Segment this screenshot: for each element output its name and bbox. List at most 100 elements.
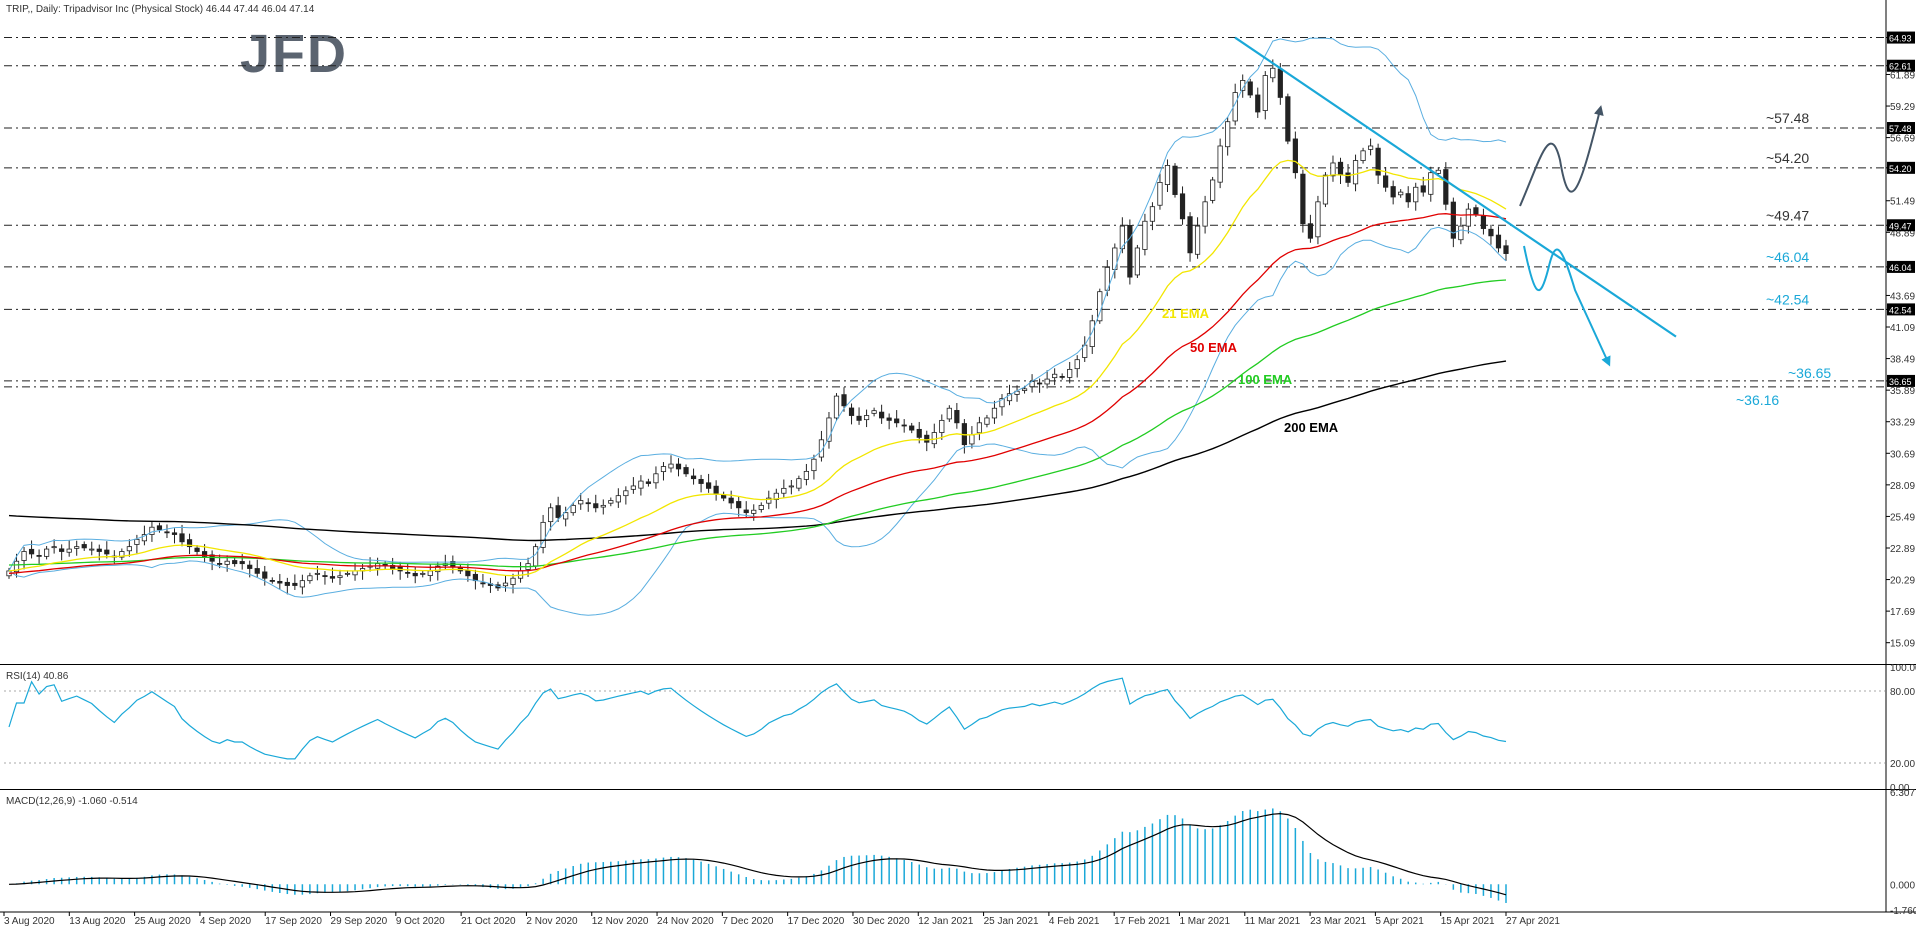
candle-body xyxy=(262,571,268,579)
candle-body xyxy=(969,434,975,445)
candle-body xyxy=(247,564,253,569)
level-axis-tag-text: 64.93 xyxy=(1889,34,1912,44)
level-axis-tag xyxy=(1887,219,1915,232)
x-tick-label: 21 Oct 2020 xyxy=(461,916,516,927)
candle-body xyxy=(1157,182,1163,206)
candle-body xyxy=(412,572,418,577)
candle-body xyxy=(1036,382,1043,385)
candle-body xyxy=(1458,225,1464,241)
candle-body xyxy=(194,547,200,552)
x-tick-label: 3 Aug 2020 xyxy=(4,916,55,927)
candle-body xyxy=(1360,150,1366,161)
candle-body xyxy=(1164,165,1171,185)
candle-body xyxy=(314,572,321,575)
candle-body xyxy=(999,398,1005,408)
candle-body xyxy=(1067,368,1073,378)
candle-body xyxy=(217,563,223,565)
candle-body xyxy=(1225,121,1231,148)
y-tick-label: 22.89 xyxy=(1890,544,1915,555)
ema-label: 100 EMA xyxy=(1238,372,1293,387)
candle-body xyxy=(653,473,659,484)
x-tick-label: 30 Dec 2020 xyxy=(853,916,910,927)
y-tick-label: 30.69 xyxy=(1890,449,1915,460)
level-axis-tag xyxy=(1887,161,1915,174)
candle-body xyxy=(427,570,433,576)
candle-body xyxy=(939,419,945,433)
candle-body xyxy=(1194,225,1201,255)
candle-body xyxy=(645,481,652,484)
level-axis-tag xyxy=(1887,59,1915,72)
candle-body xyxy=(1021,388,1028,391)
candle-body xyxy=(1330,162,1336,177)
candle-body xyxy=(833,395,840,419)
candle-body xyxy=(660,466,667,473)
x-tick-label: 25 Jan 2021 xyxy=(984,916,1039,927)
candle-body xyxy=(954,410,960,424)
y-tick-label: 38.49 xyxy=(1890,355,1915,366)
ema-200-line xyxy=(8,360,1507,542)
candle-body xyxy=(420,572,426,575)
candle-body xyxy=(1262,75,1268,111)
candle-body xyxy=(600,504,606,508)
candle-body xyxy=(879,411,885,419)
candle-body xyxy=(292,582,298,586)
y-tick-label: 48.89 xyxy=(1890,228,1915,239)
candle-body xyxy=(728,497,734,504)
y-tick-label: 15.09 xyxy=(1890,639,1915,650)
candle-body xyxy=(254,568,260,574)
x-tick-label: 23 Mar 2021 xyxy=(1310,916,1367,927)
candle-body xyxy=(1179,193,1186,220)
candle-body xyxy=(277,580,283,584)
rsi-line xyxy=(8,677,1507,760)
candle-body xyxy=(1187,216,1193,254)
candle-body xyxy=(435,565,441,573)
y-tick-label: 20.29 xyxy=(1890,576,1915,587)
x-tick-label: 12 Nov 2020 xyxy=(592,916,649,927)
candle-body xyxy=(299,580,305,588)
candle-body xyxy=(781,487,787,494)
candle-body xyxy=(1089,320,1095,347)
y-tick-label: 28.09 xyxy=(1890,481,1915,492)
candle-body xyxy=(848,407,855,416)
x-tick-label: 15 Apr 2021 xyxy=(1441,916,1495,927)
candle-body xyxy=(232,560,238,565)
level-annotation: ~54.20 xyxy=(1766,150,1809,166)
candle-body xyxy=(269,580,275,582)
rsi-tick-label: 80.00 xyxy=(1890,687,1915,698)
bullish-projection-arrow xyxy=(1519,105,1604,207)
x-tick-label: 4 Feb 2021 xyxy=(1049,916,1100,927)
ema-label: 200 EMA xyxy=(1284,420,1339,435)
candle-body xyxy=(675,463,682,470)
candle-body xyxy=(179,533,185,543)
candle-body xyxy=(44,548,50,557)
candle-body xyxy=(1127,224,1133,278)
candle-body xyxy=(51,546,57,549)
candle-body xyxy=(563,512,569,520)
bollinger-upper xyxy=(8,37,1507,572)
candle-body xyxy=(1352,160,1359,185)
bearish-projection-arrow xyxy=(1523,245,1611,367)
candle-body xyxy=(593,503,599,509)
candle-body xyxy=(104,549,110,555)
candle-body xyxy=(1465,208,1471,227)
candle-body xyxy=(329,576,336,579)
candle-body xyxy=(96,548,102,552)
candle-body xyxy=(126,546,132,552)
candle-body xyxy=(638,480,644,489)
level-axis-tag xyxy=(1887,374,1915,387)
candle-body xyxy=(818,439,825,458)
y-tick-label: 25.49 xyxy=(1890,512,1915,523)
candle-body xyxy=(36,554,42,557)
level-axis-tag xyxy=(1887,303,1915,316)
candle-body xyxy=(1413,186,1419,203)
level-axis-tag xyxy=(1887,31,1915,44)
candle-body xyxy=(1398,191,1404,196)
candle-body xyxy=(796,478,802,489)
candle-body xyxy=(668,463,674,469)
x-tick-label: 27 Apr 2021 xyxy=(1506,916,1560,927)
candle-body xyxy=(871,410,877,414)
candle-body xyxy=(608,500,614,504)
candle-body xyxy=(886,417,892,421)
candle-body xyxy=(706,482,712,489)
